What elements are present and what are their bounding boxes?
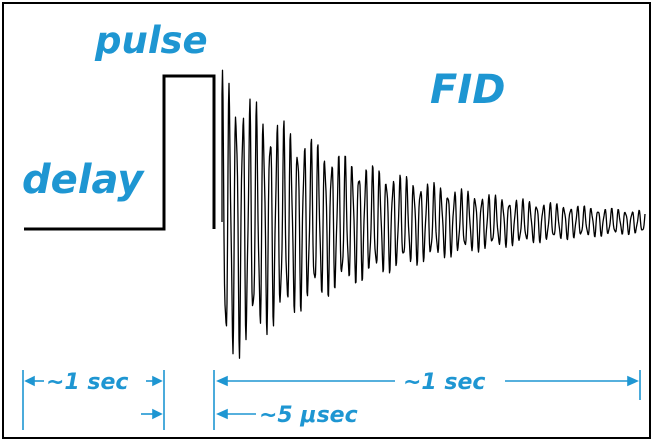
fid-label: FID xyxy=(430,67,505,113)
timing-markers xyxy=(22,370,641,430)
fid-duration-label: ~1 sec xyxy=(403,370,485,395)
pulse-duration-label: ~5 μsec xyxy=(259,403,358,428)
fid-trace xyxy=(221,69,646,359)
delay-label: delay xyxy=(22,157,145,203)
delay-arrow-right-head xyxy=(152,375,163,387)
pulse-arrow-left-head xyxy=(152,408,163,420)
fid-arrow-right-head xyxy=(627,375,639,387)
delay-duration-label: ~1 sec xyxy=(46,370,128,395)
fid-arrow-left-head xyxy=(216,375,228,387)
pulse-label: pulse xyxy=(94,19,208,62)
delay-arrow-left-head xyxy=(24,375,35,387)
pulse-arrow-right-head xyxy=(216,408,228,420)
delay-and-pulse-trace xyxy=(24,74,216,231)
